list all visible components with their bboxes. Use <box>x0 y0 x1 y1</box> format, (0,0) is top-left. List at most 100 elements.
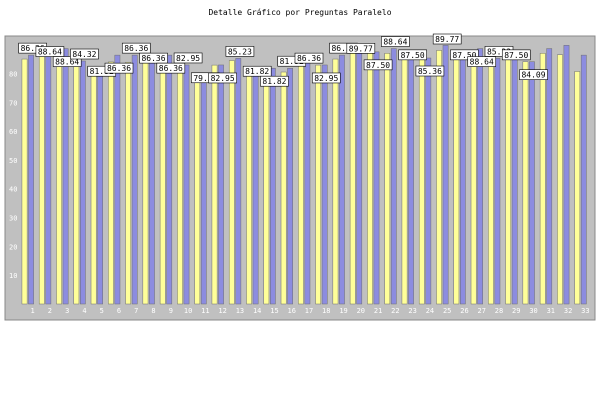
data-label-box <box>398 49 427 61</box>
x-tick-label: 10 <box>184 307 192 315</box>
data-label-box <box>294 52 324 64</box>
data-label-box <box>381 36 410 47</box>
y-tick-label: 10 <box>9 272 17 280</box>
bar-series-a <box>494 58 501 305</box>
data-label-box <box>501 49 531 61</box>
x-tick-label: 15 <box>270 307 278 315</box>
bar-series-b <box>453 51 460 305</box>
data-label: 87.50 <box>398 49 427 61</box>
bar-series-b <box>367 51 373 305</box>
data-label-box <box>173 52 203 64</box>
y-axis: 10 20 30 40 50 60 70 80 <box>9 70 17 280</box>
data-label-box <box>519 69 548 80</box>
data-label: 82.95 <box>173 52 203 64</box>
x-tick-label: 9 <box>169 307 173 315</box>
data-label-text: 82.95 <box>314 74 338 83</box>
data-label: 87.50 <box>450 49 479 61</box>
data-label: 86.36 <box>156 62 186 74</box>
bar-series-a <box>287 67 293 305</box>
bar-series-b <box>522 61 529 305</box>
y-tick-label: 20 <box>9 243 17 251</box>
data-label: 89.77 <box>432 33 462 45</box>
x-tick-label: 29 <box>512 307 520 315</box>
bar-series-a <box>45 48 52 305</box>
bars <box>21 45 587 305</box>
data-label-text: 85.23 <box>487 47 511 56</box>
bar-series-b <box>38 55 45 305</box>
bar-series-a <box>511 51 518 305</box>
bar-series-a <box>270 67 276 305</box>
bar-series-b <box>436 50 442 305</box>
y-tick-label: 80 <box>9 70 17 78</box>
bar-series-a <box>425 57 432 305</box>
bar-series-a <box>356 45 363 305</box>
x-tick-label: 33 <box>581 307 589 315</box>
bar-series-a <box>252 67 259 305</box>
bar-series-a <box>200 74 207 305</box>
bar-series-a <box>131 54 138 305</box>
data-label-text: 87.50 <box>504 51 528 60</box>
x-tick-label: 8 <box>151 307 155 315</box>
data-label-text: 87.50 <box>452 51 476 60</box>
bar-series-b <box>384 53 391 305</box>
x-tick-label: 16 <box>288 307 296 315</box>
bar-series-b <box>159 60 166 305</box>
data-label: 87.50 <box>363 59 393 71</box>
data-label-text: 87.50 <box>401 51 425 60</box>
data-label-text: 88.64 <box>38 48 62 57</box>
x-tick-label: 23 <box>408 307 416 315</box>
x-tick-label: 4 <box>82 307 86 315</box>
x-tick-label: 20 <box>357 307 365 315</box>
x-axis: 1 2 3 4 5 6 7 8 9 10 11 12 13 14 15 16 17 18 19 20 21 22 23 24 2… <box>31 307 590 315</box>
data-label: 89.77 <box>346 43 376 54</box>
x-tick-label: 6 <box>117 307 121 315</box>
y-tick-label: 40 <box>9 186 17 194</box>
bar-series-a <box>546 48 553 305</box>
data-label-box <box>450 49 479 61</box>
bar-series-b <box>56 55 62 305</box>
bar-series-a <box>114 54 121 305</box>
data-label: 82.95 <box>311 72 341 84</box>
x-tick-label: 13 <box>236 307 244 315</box>
bar-series-a <box>460 51 466 305</box>
y-tick-label: 60 <box>9 128 17 136</box>
bar-series-b <box>349 53 356 305</box>
data-label-text: 89.77 <box>349 44 373 53</box>
bar-series-b <box>298 58 304 305</box>
data-label-text: 81.82 <box>245 67 269 76</box>
data-label-text: 86.36 <box>331 44 355 53</box>
bar-series-a <box>218 64 224 305</box>
data-label: 86.36 <box>104 62 134 74</box>
bar-series-a <box>580 54 587 305</box>
bar-series-b <box>557 54 563 305</box>
bar-series-b <box>211 64 218 305</box>
x-tick-label: 18 <box>322 307 330 315</box>
data-label-text: 88.64 <box>383 38 407 47</box>
x-tick-label: 28 <box>495 307 503 315</box>
data-label-box <box>260 75 289 87</box>
bar-series-b <box>142 61 149 305</box>
bar-series-b <box>574 71 581 305</box>
bar-series-b <box>280 71 287 305</box>
y-tick-label: 50 <box>9 157 17 165</box>
data-label-box <box>104 62 134 74</box>
bar-series-b <box>73 66 80 305</box>
data-label-text: 82.95 <box>176 54 200 63</box>
bar-series-a <box>80 60 86 305</box>
bar-series-a <box>183 64 190 305</box>
data-label: 86.36 <box>139 52 168 64</box>
data-label-text: 86.36 <box>159 64 183 73</box>
bar-series-a <box>235 58 242 305</box>
data-label: 82.95 <box>208 72 237 84</box>
data-label-text: 86.36 <box>107 64 131 73</box>
bar-series-a <box>373 51 380 305</box>
data-label-box <box>467 56 497 67</box>
data-label-text: 86.36 <box>124 44 148 53</box>
data-label-text: 89.77 <box>435 35 459 44</box>
bar-series-b <box>21 58 28 305</box>
bar-series-b <box>246 71 252 305</box>
bar-series-a <box>442 45 449 305</box>
bar-series-a <box>28 54 34 305</box>
data-label-text: 85.36 <box>418 67 442 76</box>
